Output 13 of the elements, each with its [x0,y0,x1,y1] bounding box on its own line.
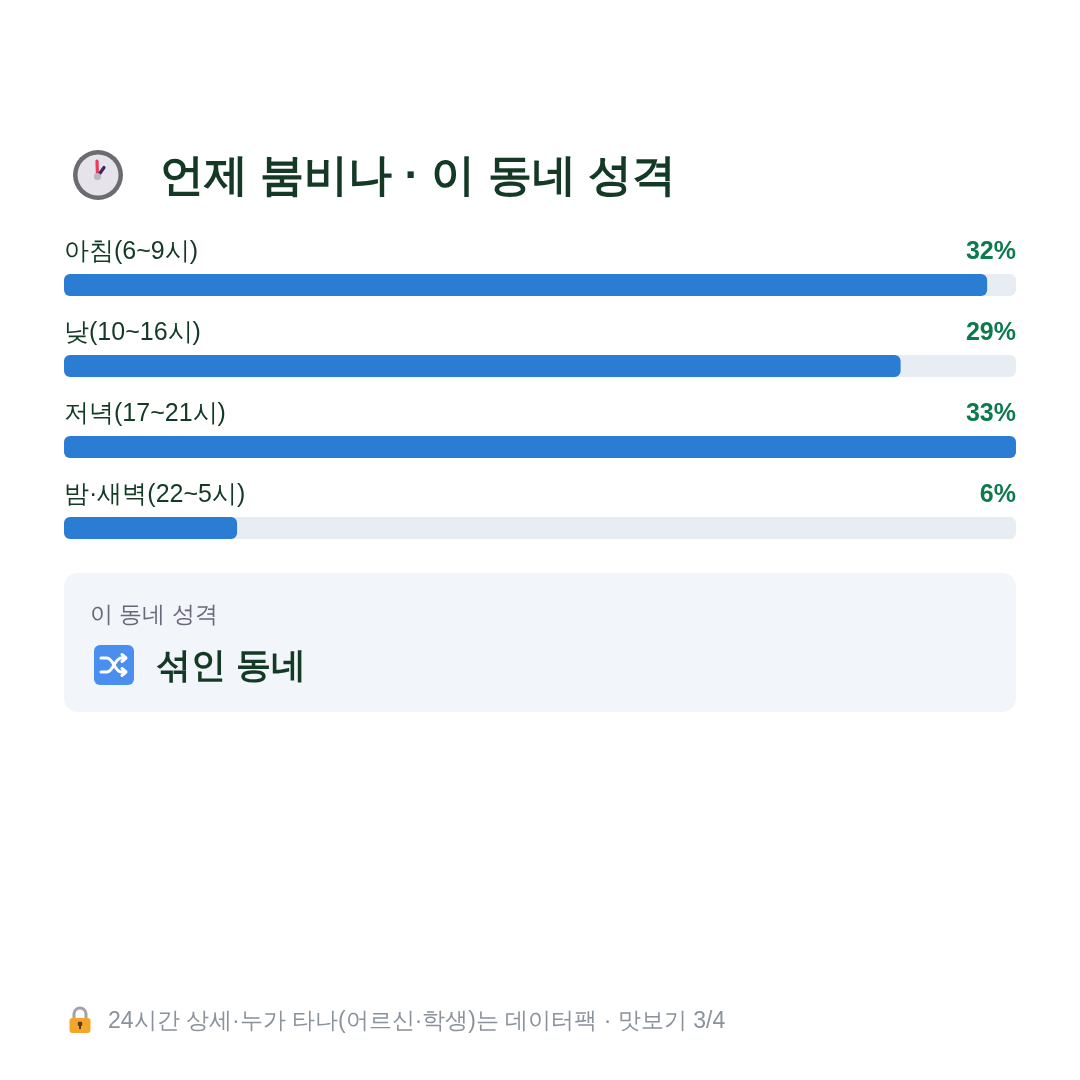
data-label: 33% [965,398,1016,426]
y-tick-label: 낮(10~16시) [64,317,201,345]
y-tick-label: 저녁(17~21시) [64,398,226,426]
text: 섞인 동네 [156,644,306,686]
text: 24시간 상세·누가 타나(어르신·학생)는 데이터팩 · 맛보기 3/4 [108,1006,726,1035]
data-label: 32% [965,236,1016,264]
data-label: 29% [965,317,1016,345]
chart-title: 언제 붐비나 · 이 동네 성격 [160,149,676,201]
data-label: 6% [979,479,1016,507]
text: 이 동네 성격 [90,600,218,629]
bar [64,517,238,539]
y-tick-label: 아침(6~9시) [64,236,199,264]
y-tick-label: 밤·새벽(22~5시) [64,479,246,507]
